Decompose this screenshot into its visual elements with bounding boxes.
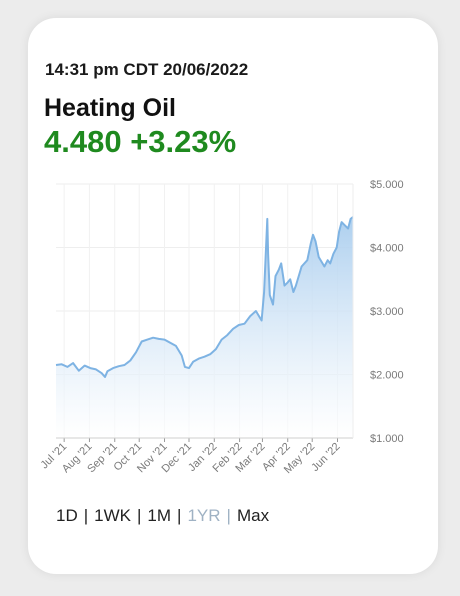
instrument-name: Heating Oil — [44, 94, 176, 122]
quote-line: 4.480 +3.23% — [44, 124, 236, 160]
price-change: +3.23% — [130, 124, 237, 159]
range-separator: | — [226, 506, 231, 525]
range-max[interactable]: Max — [236, 506, 270, 525]
range-selector: 1D | 1WK | 1M | 1YR | Max — [56, 506, 269, 526]
y-tick-label: $1.000 — [370, 433, 404, 445]
range-separator: | — [177, 506, 182, 525]
range-separator: | — [83, 506, 89, 525]
quote-card: 14:31 pm CDT 20/06/2022 Heating Oil 4.48… — [28, 18, 438, 574]
x-tick-label: Jun '22 — [309, 441, 342, 474]
y-tick-label: $2.000 — [370, 370, 404, 382]
range-1m[interactable]: 1M — [147, 506, 172, 525]
y-tick-label: $4.000 — [370, 243, 404, 255]
range-separator: | — [137, 506, 142, 525]
range-1yr[interactable]: 1YR — [187, 506, 221, 525]
range-1wk[interactable]: 1WK — [94, 506, 131, 525]
y-tick-label: $3.000 — [370, 306, 404, 318]
quote-timestamp: 14:31 pm CDT 20/06/2022 — [45, 60, 249, 79]
y-tick-label: $5.000 — [370, 179, 404, 191]
series-area — [56, 217, 353, 438]
price-value: 4.480 — [44, 124, 122, 159]
range-1d[interactable]: 1D — [56, 506, 78, 525]
